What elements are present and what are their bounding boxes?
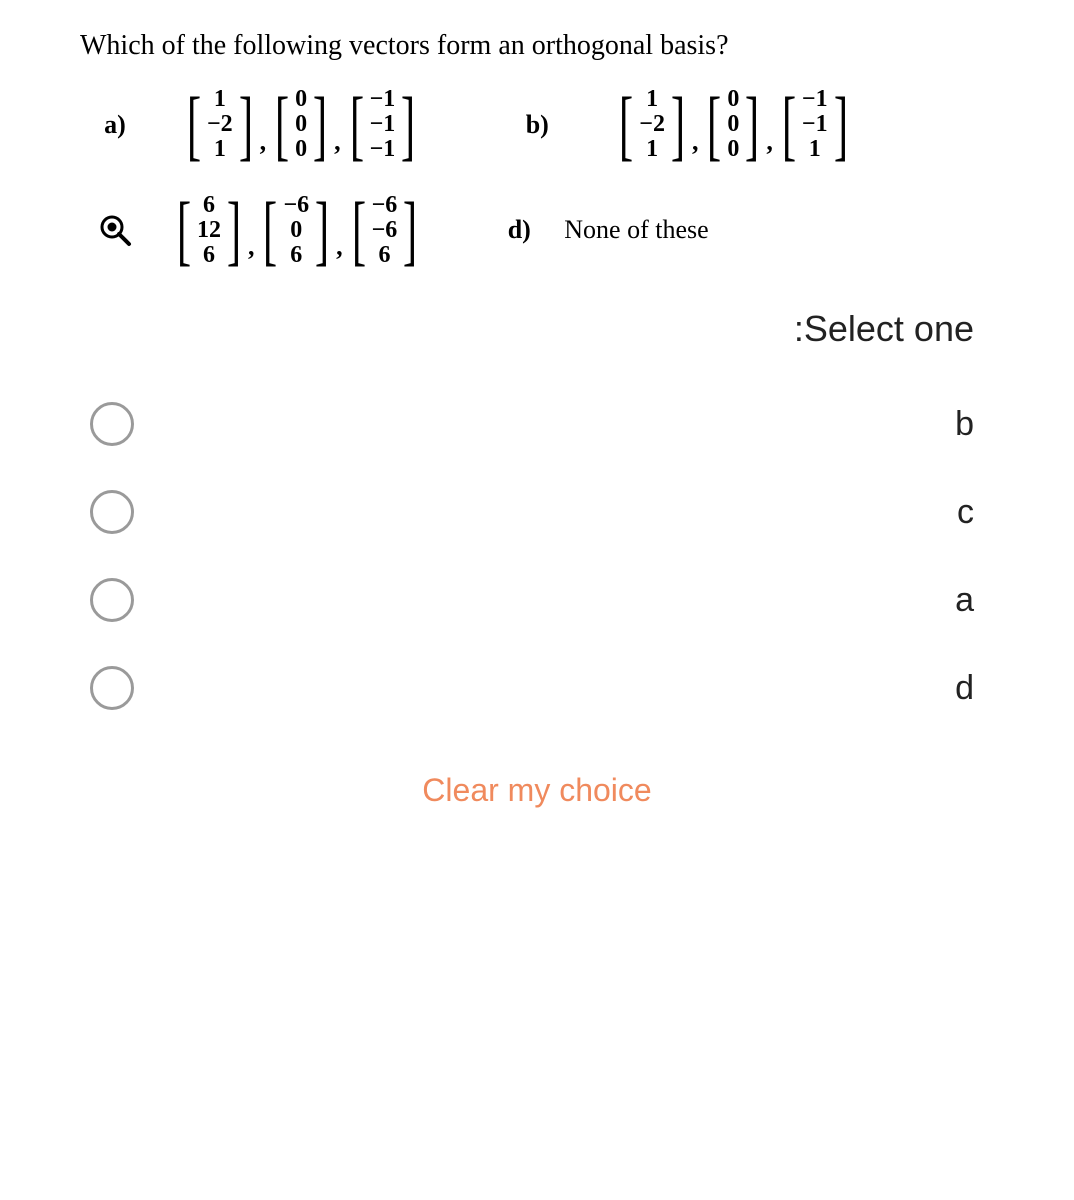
option-d-text: None of these <box>564 215 708 245</box>
select-one-label: :Select one <box>80 308 974 350</box>
option-a: a) [1−21], [000], [−1−1−1] <box>90 87 422 163</box>
option-b: b) [1−21], [000], [−1−11] <box>512 87 854 163</box>
radio-b[interactable] <box>90 402 134 446</box>
choice-letter-c: c <box>957 493 974 532</box>
magnifier-icon[interactable] <box>98 213 132 247</box>
option-b-vectors: [1−21], [000], [−1−11] <box>612 87 854 163</box>
choice-row-c[interactable]: c <box>80 468 994 556</box>
choice-row-d[interactable]: d <box>80 644 994 732</box>
option-a-vectors: [1−21], [000], [−1−1−1] <box>180 87 422 163</box>
choice-row-a[interactable]: a <box>80 556 994 644</box>
option-a-label: a) <box>90 110 140 140</box>
option-c-vectors: [6126], [−606], [−6−66] <box>170 193 424 269</box>
question-page: Which of the following vectors form an o… <box>0 0 1074 849</box>
radio-c[interactable] <box>90 490 134 534</box>
option-d-label: d) <box>494 215 544 245</box>
choice-letter-a: a <box>955 581 974 620</box>
option-d: d) None of these <box>494 215 708 245</box>
options-row-2: [6126], [−606], [−6−66] d) None of these <box>80 193 994 269</box>
choice-letter-d: d <box>955 669 974 708</box>
choice-letter-b: b <box>955 405 974 444</box>
choice-row-b[interactable]: b <box>80 380 994 468</box>
question-text: Which of the following vectors form an o… <box>80 30 994 62</box>
radio-a[interactable] <box>90 578 134 622</box>
option-b-label: b) <box>512 110 562 140</box>
clear-choice-link[interactable]: Clear my choice <box>80 772 994 809</box>
option-c: [6126], [−606], [−6−66] <box>90 193 424 269</box>
options-row-1: a) [1−21], [000], [−1−1−1] b) [1−21], [0… <box>80 87 994 163</box>
radio-d[interactable] <box>90 666 134 710</box>
